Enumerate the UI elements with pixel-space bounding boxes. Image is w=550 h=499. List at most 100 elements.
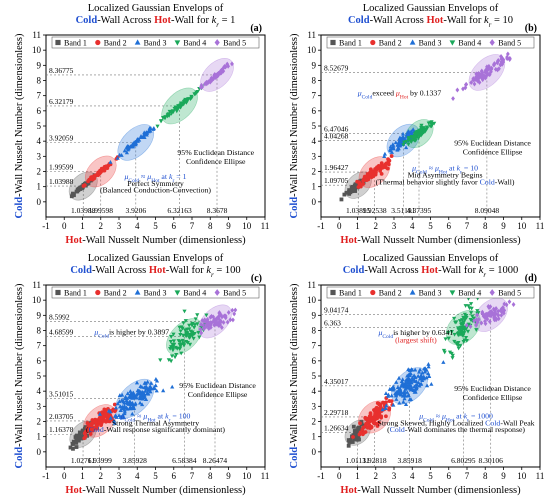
chart-title-line2: Cold-Wall Across Hot-Wall for kr = 1000 (343, 265, 519, 279)
data-point (112, 402, 117, 407)
data-point (406, 383, 411, 388)
data-point (172, 342, 177, 347)
data-point (389, 393, 394, 398)
legend-label: Band 4 (458, 289, 481, 298)
data-point (376, 420, 381, 425)
data-point (507, 55, 512, 61)
data-point (361, 425, 366, 430)
data-point (163, 115, 168, 119)
x-tick-label: 11 (261, 221, 270, 231)
data-point (171, 339, 177, 344)
y-tick-label: 8 (312, 76, 317, 86)
data-point (71, 439, 76, 444)
data-point (394, 397, 399, 401)
center-guides (321, 314, 492, 467)
data-point (125, 143, 130, 148)
y-center-label: 1.09705 (324, 176, 349, 185)
data-point (454, 342, 459, 347)
data-point (357, 180, 362, 185)
x-tick-label: 11 (536, 221, 545, 231)
legend-label: Band 4 (183, 39, 206, 48)
data-point (77, 434, 82, 439)
data-point (187, 335, 192, 339)
data-point (458, 328, 463, 333)
data-point (195, 313, 200, 318)
data-point (430, 122, 435, 127)
data-point (145, 386, 150, 391)
data-point (472, 318, 477, 324)
data-point (395, 385, 400, 389)
data-point (393, 391, 398, 395)
legend: Band 1 Band 2 Band 3 Band 4 Band 5 (51, 36, 260, 49)
data-point (400, 383, 405, 387)
legend-marker (330, 289, 336, 296)
data-point (406, 136, 411, 141)
data-point (501, 305, 505, 311)
x-center-label: 1.92538 (362, 206, 387, 215)
y-tick-label: 3 (312, 151, 317, 161)
data-point (226, 63, 231, 69)
data-point (468, 324, 473, 329)
data-point (379, 415, 383, 420)
data-point (74, 440, 79, 445)
data-point (408, 397, 414, 401)
data-point (443, 337, 448, 342)
data-point (386, 157, 391, 161)
legend-marker (214, 39, 220, 46)
data-point (404, 378, 409, 382)
data-point (189, 331, 195, 336)
data-point (427, 373, 432, 378)
legend-marker (214, 289, 220, 296)
data-point (174, 109, 179, 114)
legend-marker (449, 290, 456, 296)
x-tick-label: 2 (99, 471, 104, 481)
data-point (148, 126, 153, 131)
data-point (204, 79, 209, 85)
y-axis-label: Cold-Wall Nusselt Number (dimensionless) (14, 283, 25, 468)
data-point (406, 367, 411, 371)
x-center-label: 1.03988 (71, 206, 96, 215)
note-annotation: (Cold-Wall dominates the thermal respons… (387, 425, 525, 434)
x-tick-label: 1 (355, 471, 360, 481)
data-point (193, 317, 198, 322)
data-point (148, 389, 153, 394)
data-point (347, 191, 352, 196)
data-point (426, 371, 431, 375)
x-tick-label: 0 (337, 221, 342, 231)
data-point (376, 165, 380, 169)
x-tick-label: 9 (501, 471, 506, 481)
x-tick-label: 10 (517, 221, 527, 231)
x-tick-label: 1 (80, 471, 85, 481)
y-tick-label: 8 (37, 326, 42, 336)
data-point (177, 325, 182, 330)
data-point (412, 389, 417, 394)
data-point (218, 318, 223, 324)
data-point (410, 375, 415, 380)
data-point (363, 415, 368, 420)
equation-annotation: μCold ≈ μHot at kr = 1000 (419, 411, 493, 423)
data-point (399, 142, 404, 147)
data-point (416, 373, 421, 378)
data-point (483, 321, 488, 327)
data-point (499, 60, 504, 66)
data-point (487, 310, 492, 316)
data-point (122, 409, 127, 414)
data-point (152, 385, 157, 389)
data-point (196, 330, 201, 335)
data-point (350, 440, 355, 444)
data-point (414, 379, 419, 384)
data-point (351, 435, 355, 439)
data-point (145, 379, 150, 384)
data-point (452, 339, 457, 344)
data-point (414, 382, 419, 387)
x-center-label: 1.01131 (346, 456, 370, 465)
legend-box (51, 286, 260, 299)
y-center-label: 3.51015 (49, 390, 74, 399)
note-annotation: (Cold-Wall response significantly domina… (86, 425, 225, 434)
equation-annotation: μCold ≈ μHot at kr = 1 (124, 172, 186, 184)
chart-panel: Localized Gaussian Envelops ofCold-Wall … (289, 3, 544, 246)
note-annotation: Strong Thermal Asymmetry (112, 418, 199, 427)
note-annotation: (largest shift) (395, 336, 437, 345)
data-point (82, 183, 87, 188)
data-point (400, 131, 406, 136)
